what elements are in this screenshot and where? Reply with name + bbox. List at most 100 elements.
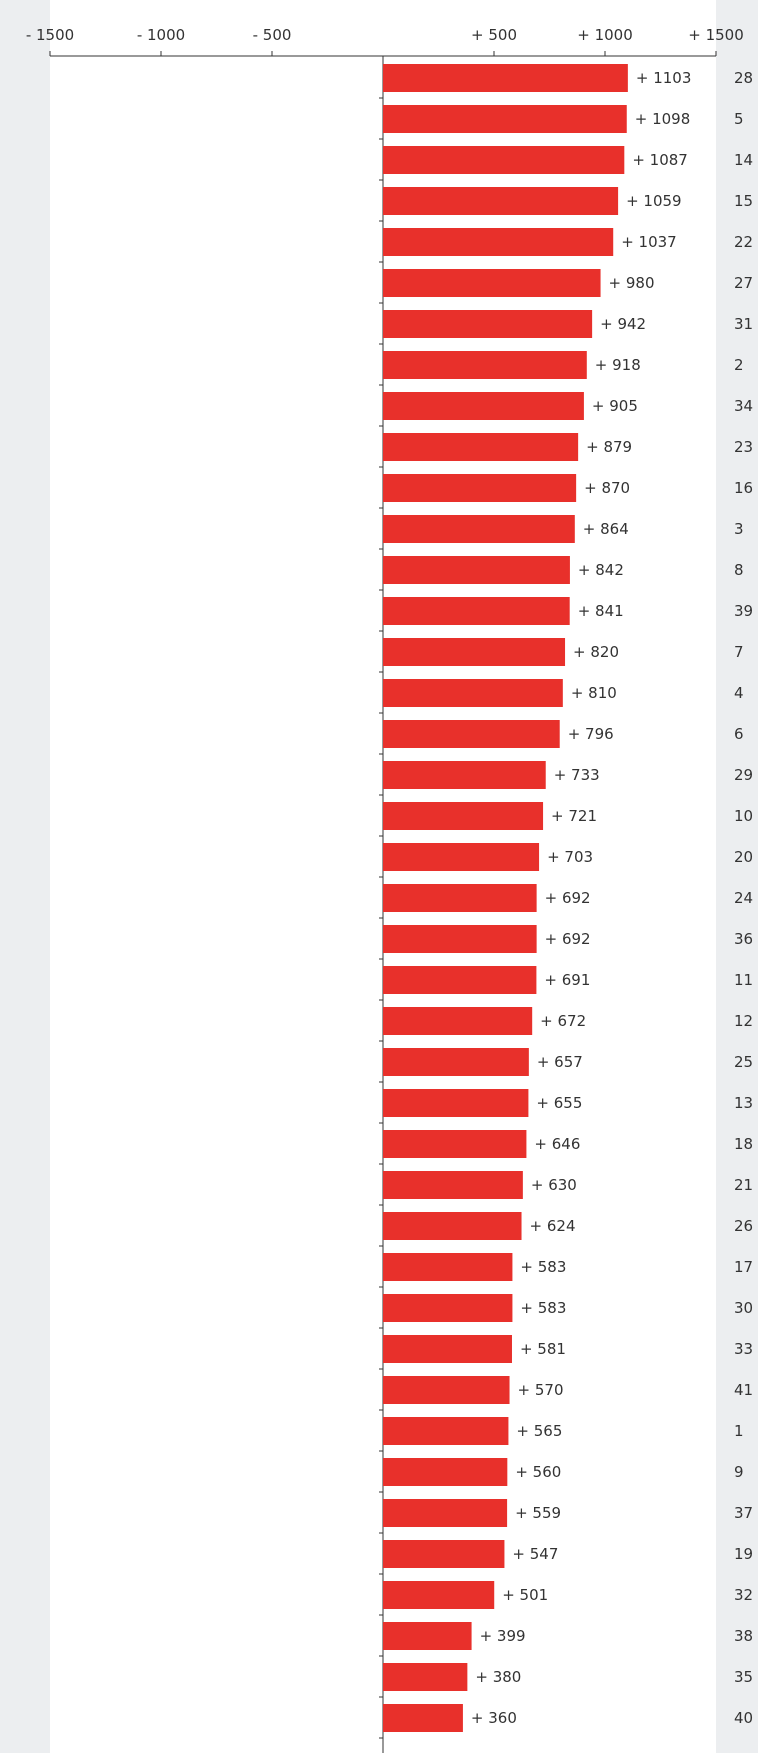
category-label: 37 [734,1504,753,1522]
category-label: 1 [734,1422,744,1440]
bar-value-label: + 692 [545,889,591,907]
bar-value-label: + 733 [554,766,600,784]
category-label: 7 [734,643,744,661]
bar-value-label: + 1103 [636,69,692,87]
value-labels: + 1103 + 1098 + 1087 + 1059 + 1037 + 980 + 942… [471,69,691,1727]
category-label: 24 [734,889,753,907]
bar-value-label: + 501 [502,1586,548,1604]
bar [383,1376,510,1404]
bar-value-label: + 810 [571,684,617,702]
bar-value-label: + 547 [512,1545,558,1563]
bar [383,925,537,953]
x-tick-label: + 1000 [577,26,633,44]
category-label: 32 [734,1586,753,1604]
bar [383,1663,468,1691]
bar-value-label: + 870 [584,479,630,497]
left-side-panel [0,0,50,1753]
bar [383,474,577,502]
category-label: 20 [734,848,753,866]
bar [383,146,625,174]
category-label: 35 [734,1668,753,1686]
category-label: 36 [734,930,753,948]
bar [383,1171,523,1199]
category-labels: 2851415222731234231638397462910202436111… [734,69,753,1727]
x-tick-label: + 1500 [688,26,744,44]
x-tick-label: + 500 [471,26,517,44]
bar-value-label: + 646 [534,1135,580,1153]
x-tick-label: - 500 [253,26,292,44]
bar [383,105,627,133]
category-label: 23 [734,438,753,456]
right-side-panel [716,0,758,1753]
bar-value-label: + 655 [536,1094,582,1112]
bar [383,433,579,461]
bar [383,1007,533,1035]
category-label: 2 [734,356,744,374]
bar-value-label: + 1037 [621,233,677,251]
category-label: 26 [734,1217,753,1235]
category-label: 6 [734,725,744,743]
category-label: 8 [734,561,744,579]
bar-value-label: + 692 [545,930,591,948]
category-label: 10 [734,807,753,825]
category-label: 29 [734,766,753,784]
category-label: 21 [734,1176,753,1194]
bar [383,1130,527,1158]
bar [383,269,601,297]
category-label: 5 [734,110,744,128]
category-label: 25 [734,1053,753,1071]
bar [383,966,537,994]
bar-value-label: + 570 [518,1381,564,1399]
bar [383,720,560,748]
bar [383,1417,509,1445]
bar [383,515,575,543]
category-label: 40 [734,1709,753,1727]
bar-value-label: + 581 [520,1340,566,1358]
bar [383,228,614,256]
category-label: 33 [734,1340,753,1358]
category-label: 4 [734,684,744,702]
bar-value-label: + 703 [547,848,593,866]
category-label: 30 [734,1299,753,1317]
bar-value-label: + 721 [551,807,597,825]
bar-value-label: + 560 [515,1463,561,1481]
bar-value-label: + 864 [583,520,629,538]
bar-value-label: + 796 [568,725,614,743]
bar [383,1458,508,1486]
category-label: 28 [734,69,753,87]
bar [383,597,570,625]
bar [383,679,563,707]
bar [383,310,593,338]
bar [383,1540,505,1568]
bar-value-label: + 672 [540,1012,586,1030]
category-label: 38 [734,1627,753,1645]
bar-value-label: + 657 [537,1053,583,1071]
bar [383,1622,472,1650]
bar-value-label: + 820 [573,643,619,661]
category-label: 19 [734,1545,753,1563]
category-label: 3 [734,520,744,538]
x-tick-label: - 1500 [26,26,74,44]
bar-value-label: + 583 [520,1299,566,1317]
bar [383,884,537,912]
bar-value-label: + 583 [520,1258,566,1276]
x-tick-label: - 1000 [137,26,185,44]
bar-value-label: + 399 [480,1627,526,1645]
category-label: 18 [734,1135,753,1153]
bar-value-label: + 1087 [632,151,688,169]
bar [383,1253,513,1281]
bar [383,64,628,92]
bar-value-label: + 624 [530,1217,576,1235]
category-label: 13 [734,1094,753,1112]
category-label: 34 [734,397,753,415]
bar [383,187,619,215]
bar [383,638,566,666]
category-label: 22 [734,233,753,251]
bar-value-label: + 841 [578,602,624,620]
bar-value-label: + 842 [578,561,624,579]
bar [383,761,546,789]
bar-value-label: + 380 [475,1668,521,1686]
bar-value-label: + 1059 [626,192,682,210]
category-label: 39 [734,602,753,620]
